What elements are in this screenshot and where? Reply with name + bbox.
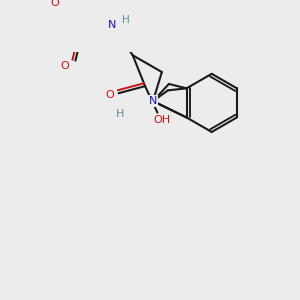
Text: N: N — [149, 96, 157, 106]
Text: N: N — [107, 20, 116, 30]
Text: OH: OH — [153, 115, 170, 124]
Text: O: O — [61, 61, 69, 71]
Text: H: H — [116, 110, 124, 119]
Text: H: H — [122, 15, 130, 25]
Text: O: O — [105, 90, 114, 100]
Text: O: O — [50, 0, 59, 8]
